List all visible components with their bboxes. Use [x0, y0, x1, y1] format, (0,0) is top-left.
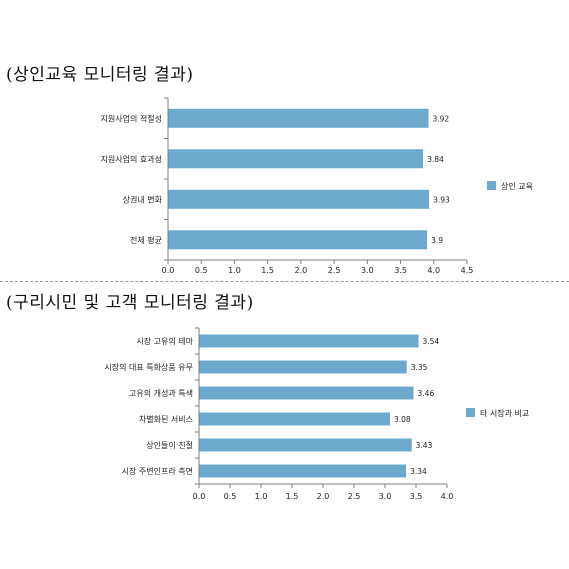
- residents-x-tick-label: 4.0: [441, 492, 454, 501]
- merchant-value-label: 3.84: [427, 155, 444, 164]
- residents-bar-chart: 시장 고유의 테마 3.54 시장의 대표 특화상품 유무 3.35 고유의 개성과 특…: [104, 327, 529, 501]
- residents-x-tick-label: 2.5: [348, 492, 361, 501]
- merchant-value-label: 3.9: [431, 236, 443, 245]
- merchant-category-label: 상권내 변화: [123, 194, 163, 204]
- merchant-x-tick-label: 2.0: [295, 266, 308, 275]
- residents-category-label: 고유의 개성과 특색: [129, 388, 193, 398]
- residents-x-tick-label: 2.0: [317, 492, 330, 501]
- merchant-x-tick-label: 3.0: [361, 266, 374, 275]
- residents-x-tick-label: 1.0: [255, 492, 268, 501]
- residents-x-tick-label: 1.5: [286, 492, 299, 501]
- merchant-x-tick-label: 4.0: [427, 266, 440, 275]
- residents-category-label: 차별화된 서비스: [139, 414, 193, 424]
- residents-value-label: 3.08: [394, 415, 411, 424]
- residents-x-tick-label: 0.5: [224, 492, 237, 501]
- merchant-x-tick-label: 2.5: [328, 266, 341, 275]
- residents-legend-label: 타 시장과 비교: [480, 408, 529, 418]
- merchant-x-tick-label: 1.5: [261, 266, 274, 275]
- residents-bar: [199, 386, 414, 400]
- residents-value-label: 3.43: [416, 441, 433, 450]
- residents-section-heading: (구리시민 및 고객 모니터링 결과): [6, 293, 254, 313]
- merchant-bar-chart: 지원사업의 적절성 3.92 지원사업의 효과성 3.84 상권내 변화 3.93 전체 평…: [101, 97, 533, 275]
- merchant-category-label: 지원사업의 효과성: [101, 154, 162, 164]
- merchant-x-tick-label: 3.5: [394, 266, 407, 275]
- merchant-legend-label: 상인 교육: [501, 181, 533, 191]
- merchant-x-tick-label: 4.5: [461, 266, 474, 275]
- residents-bar: [199, 360, 407, 374]
- merchant-x-tick-label: 1.0: [228, 266, 241, 275]
- merchant-section-heading: (상인교육 모니터링 결과): [6, 65, 194, 85]
- residents-bar: [199, 438, 412, 452]
- residents-x-tick-label: 3.5: [410, 492, 423, 501]
- residents-x-tick-label: 0.0: [193, 492, 206, 501]
- merchant-legend-swatch: [487, 181, 496, 190]
- residents-category-label: 시장의 대표 특화상품 유무: [104, 362, 193, 372]
- merchant-bar: [168, 189, 430, 209]
- merchant-category-label: 지원사업의 적절성: [101, 113, 162, 123]
- residents-bar: [199, 412, 390, 426]
- residents-category-label: 상인들이 친절: [146, 440, 193, 450]
- residents-category-label: 시장 고유의 테마: [136, 336, 193, 346]
- merchant-bar: [168, 230, 428, 250]
- residents-legend-swatch: [466, 408, 475, 417]
- section-divider: [0, 281, 569, 282]
- merchant-value-label: 3.93: [433, 195, 450, 204]
- residents-value-label: 3.35: [411, 363, 428, 372]
- residents-bar: [199, 334, 419, 348]
- residents-value-label: 3.34: [410, 467, 427, 476]
- residents-bar: [199, 464, 407, 478]
- merchant-x-tick-label: 0.0: [162, 266, 175, 275]
- residents-category-label: 시장 주변인프라 측면: [122, 466, 193, 476]
- residents-value-label: 3.54: [422, 337, 439, 346]
- residents-x-tick-label: 3.0: [379, 492, 392, 501]
- merchant-value-label: 3.92: [432, 114, 449, 123]
- merchant-bar: [168, 149, 424, 169]
- merchant-bar: [168, 108, 429, 128]
- merchant-category-label: 전체 평균: [130, 235, 162, 245]
- residents-value-label: 3.46: [418, 389, 435, 398]
- merchant-x-tick-label: 0.5: [195, 266, 208, 275]
